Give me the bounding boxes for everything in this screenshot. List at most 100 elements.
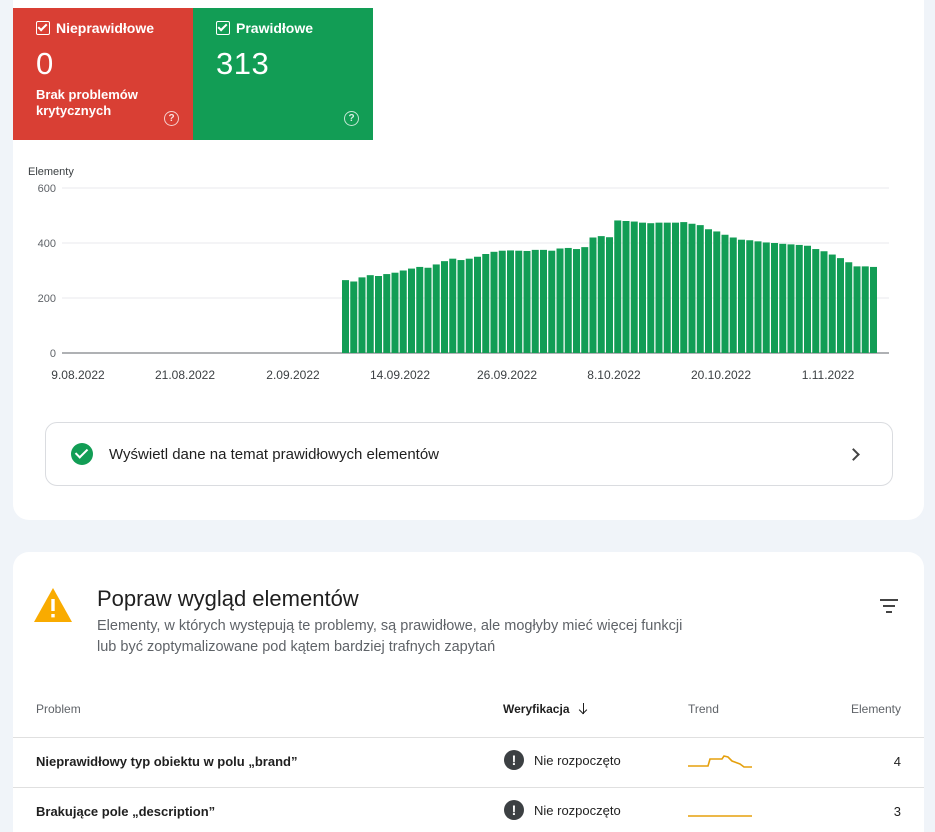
section-description: Elementy, w których występują te problem…: [97, 618, 683, 655]
chart-bar: [647, 223, 655, 353]
y-tick-label: 200: [38, 293, 56, 305]
chart-bar: [672, 222, 679, 353]
chart-bar: [424, 267, 432, 353]
chart-bar: [845, 262, 853, 353]
chart-bar: [498, 250, 506, 353]
column-header-verification[interactable]: Weryfikacja: [503, 702, 590, 716]
chart-bar: [696, 225, 704, 353]
chart-bar: [779, 243, 787, 353]
table-row[interactable]: Nieprawidłowy typ obiektu w polu „brand”…: [13, 737, 924, 788]
column-header-trend[interactable]: Trend: [688, 702, 719, 716]
chart-bar: [705, 229, 712, 353]
chart-bar: [432, 264, 440, 353]
chart-bar: [861, 266, 869, 353]
checkbox-checked-icon[interactable]: [36, 21, 50, 35]
chart-bar: [812, 249, 820, 353]
x-tick-label: 26.09.2022: [477, 368, 537, 382]
chart-bar: [754, 241, 762, 353]
check-circle-icon: [71, 443, 93, 465]
chart-bar: [680, 222, 688, 353]
chart-bar: [870, 266, 877, 353]
chart-bar: [713, 231, 721, 353]
help-icon[interactable]: ?: [344, 111, 359, 126]
y-tick-label: 400: [38, 238, 56, 250]
chart-bar: [828, 254, 836, 353]
chart-bar: [837, 258, 844, 353]
x-tick-label: 9.08.2022: [51, 368, 105, 382]
chart-bar: [729, 237, 737, 353]
chart-bar: [474, 256, 481, 353]
exclamation-icon: !: [504, 750, 524, 770]
exclamation-icon: !: [504, 800, 524, 820]
x-tick-label: 20.10.2022: [691, 368, 751, 382]
chart-bar: [639, 222, 646, 353]
chart-bar: [564, 247, 572, 353]
chart-bar: [391, 272, 399, 353]
chart-bar: [416, 266, 424, 353]
invalid-count: 0: [36, 46, 54, 81]
chart-bar: [663, 222, 671, 353]
chart-bar: [441, 261, 448, 353]
chart-bar: [630, 221, 638, 353]
chart-bar: [787, 244, 795, 353]
y-axis-label: Elementy: [28, 166, 74, 178]
x-tick-label: 14.09.2022: [370, 368, 430, 382]
chart-bar: [795, 244, 803, 353]
x-tick-label: 2.09.2022: [266, 368, 320, 382]
chart-bar: [358, 277, 366, 353]
chart-bar: [383, 274, 391, 353]
verification-status: ! Nie rozpoczęto: [504, 750, 621, 770]
chart-bar: [853, 266, 861, 353]
status-text: Nie rozpoczęto: [534, 752, 621, 768]
problem-name: Nieprawidłowy typ obiektu w polu „brand”: [36, 754, 298, 769]
chart-bar: [507, 250, 514, 353]
chart-bar: [746, 240, 754, 353]
chart-bar: [688, 223, 696, 353]
x-tick-label: 21.08.2022: [155, 368, 215, 382]
chart-bar: [540, 249, 547, 353]
section-title: Popraw wygląd elementów: [97, 586, 359, 611]
chart-bar: [342, 280, 349, 353]
chart-bar: [408, 268, 415, 353]
chart-bar: [515, 250, 523, 353]
help-icon[interactable]: ?: [164, 111, 179, 126]
elements-count: 4: [893, 754, 901, 769]
view-valid-items-label: Wyświetl dane na temat prawidłowych elem…: [109, 445, 440, 463]
chart-bar: [556, 248, 564, 353]
x-tick-label: 1.11.2022: [802, 368, 855, 382]
table-row[interactable]: Brakujące pole „description” ! Nie rozpo…: [13, 787, 924, 832]
elements-bar-chart: Elementy 600 400 200 0 9.08.2022 21.08.2022 2.0…: [28, 166, 889, 382]
chart-bar: [721, 234, 729, 353]
chart-bar: [573, 249, 580, 353]
invalid-tile[interactable]: Nieprawidłowe 0 Brak problemów krytyczny…: [13, 8, 193, 140]
verification-status: ! Nie rozpoczęto: [504, 800, 621, 820]
sort-arrow-down-icon: [578, 702, 590, 716]
chart-bar: [771, 243, 778, 353]
chart-bar: [490, 251, 498, 353]
chart-bar: [457, 260, 465, 353]
x-tick-label: 8.10.2022: [587, 368, 641, 382]
chart-bar: [449, 258, 457, 353]
chart-bar: [589, 237, 597, 353]
y-tick-label: 600: [38, 183, 56, 195]
view-valid-items-button[interactable]: Wyświetl dane na temat prawidłowych elem…: [45, 422, 893, 486]
y-tick-label: 0: [50, 348, 56, 360]
chart-bar: [655, 222, 663, 353]
chart-bar: [350, 281, 358, 353]
status-text: Nie rozpoczęto: [534, 802, 621, 818]
valid-tile[interactable]: Prawidłowe 313 ?: [193, 8, 373, 140]
checkbox-checked-icon[interactable]: [216, 21, 230, 35]
column-header-elements[interactable]: Elementy: [850, 702, 901, 716]
chart-bar: [820, 251, 828, 353]
valid-tile-label: Prawidłowe: [236, 20, 314, 36]
column-header-problem[interactable]: Problem: [36, 702, 81, 716]
chart-bar: [804, 245, 811, 353]
chart-bar: [366, 275, 374, 353]
chart-bar: [548, 250, 556, 353]
filter-icon[interactable]: [880, 599, 898, 613]
chart-bar: [762, 242, 770, 353]
problem-name: Brakujące pole „description”: [36, 804, 216, 819]
chart-bar: [482, 254, 490, 353]
improve-section: Popraw wygląd elementów Elementy, w któr…: [13, 552, 924, 832]
trend-sparkline: [688, 815, 752, 817]
